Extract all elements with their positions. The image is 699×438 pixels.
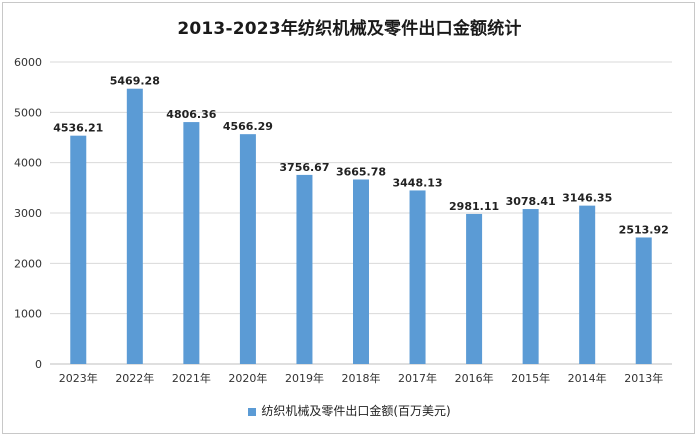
bar	[466, 213, 483, 364]
x-tick-label: 2020年	[228, 371, 267, 385]
x-tick-label: 2016年	[455, 371, 494, 385]
data-label: 4536.21	[53, 122, 103, 135]
x-tick-label: 2017年	[398, 371, 437, 385]
bar	[579, 205, 596, 364]
data-label: 3078.41	[506, 195, 556, 208]
y-tick-label: 6000	[14, 56, 42, 69]
data-label: 5469.28	[110, 75, 160, 88]
x-tick-label: 2023年	[59, 371, 98, 385]
x-tick-label: 2021年	[172, 371, 211, 385]
y-tick-label: 1000	[14, 308, 42, 321]
data-label: 3665.78	[336, 165, 386, 178]
bar	[126, 88, 143, 365]
bar	[70, 135, 87, 364]
legend: 纺织机械及零件出口金额(百万美元)	[0, 402, 699, 419]
data-label: 3448.13	[392, 176, 442, 189]
bar	[296, 174, 313, 364]
bar	[522, 209, 539, 364]
data-label: 4566.29	[223, 120, 273, 133]
data-label: 3146.35	[562, 192, 612, 205]
bar	[183, 122, 200, 364]
bar	[635, 237, 652, 364]
data-label: 3756.67	[279, 161, 329, 174]
bar	[239, 134, 256, 364]
bar	[353, 179, 369, 364]
x-tick-label: 2014年	[568, 371, 607, 385]
y-tick-label: 5000	[14, 106, 42, 119]
data-label: 2513.92	[619, 223, 669, 236]
x-tick-label: 2019年	[285, 371, 324, 385]
x-tick-label: 2018年	[342, 371, 381, 385]
y-tick-label: 2000	[14, 257, 42, 270]
x-tick-label: 2013年	[624, 371, 663, 385]
legend-swatch	[248, 407, 257, 416]
x-tick-label: 2015年	[511, 371, 550, 385]
data-label: 2981.11	[449, 200, 499, 213]
data-label: 4806.36	[166, 108, 216, 121]
legend-label: 纺织机械及零件出口金额(百万美元)	[261, 404, 451, 418]
bar	[409, 190, 426, 364]
x-tick-label: 2022年	[115, 371, 154, 385]
chart-title: 2013-2023年纺织机械及零件出口金额统计	[177, 19, 522, 39]
y-tick-label: 4000	[14, 157, 42, 170]
y-tick-label: 0	[35, 358, 42, 371]
y-tick-label: 3000	[14, 207, 42, 220]
